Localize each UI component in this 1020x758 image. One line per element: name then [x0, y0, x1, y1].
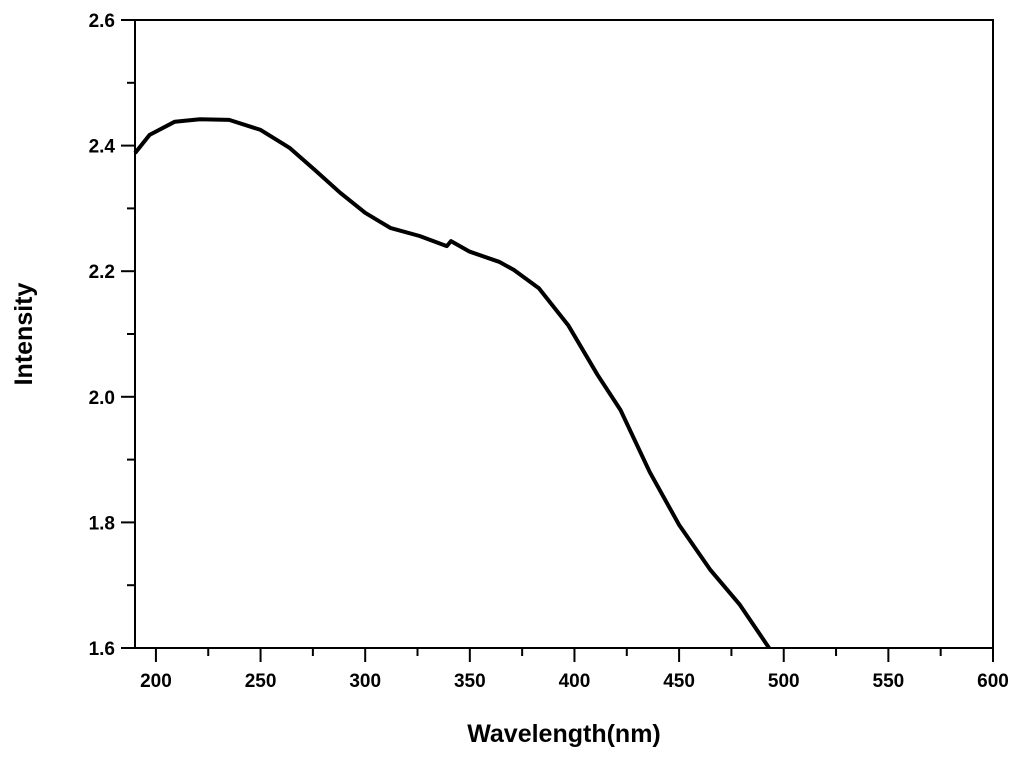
y-tick-label: 2.4	[89, 137, 116, 158]
x-tick-label: 400	[559, 671, 591, 692]
y-tick-label: 1.6	[89, 639, 115, 660]
x-tick-label: 550	[873, 671, 905, 692]
x-axis-label: Wavelength(nm)	[467, 720, 661, 748]
x-tick-label: 600	[977, 671, 1009, 692]
y-tick-label: 1.8	[89, 513, 115, 534]
x-tick-label: 500	[768, 671, 800, 692]
axis-ticks: 200 250 300 350 400 450 500 550 600 1.6 1.8 2.0 2.2 2…	[89, 11, 1009, 692]
y-tick-label: 2.2	[89, 262, 115, 283]
y-axis-label: Intensity	[10, 283, 38, 386]
x-tick-label: 450	[663, 671, 695, 692]
x-tick-label: 350	[454, 671, 486, 692]
x-tick-label: 200	[140, 671, 172, 692]
plot-frame	[134, 19, 994, 649]
series-line-intensity	[133, 117, 771, 650]
y-tick-label: 2.6	[89, 11, 115, 32]
x-tick-label: 250	[245, 671, 277, 692]
x-tick-label: 300	[349, 671, 381, 692]
y-tick-label: 2.0	[89, 388, 115, 409]
